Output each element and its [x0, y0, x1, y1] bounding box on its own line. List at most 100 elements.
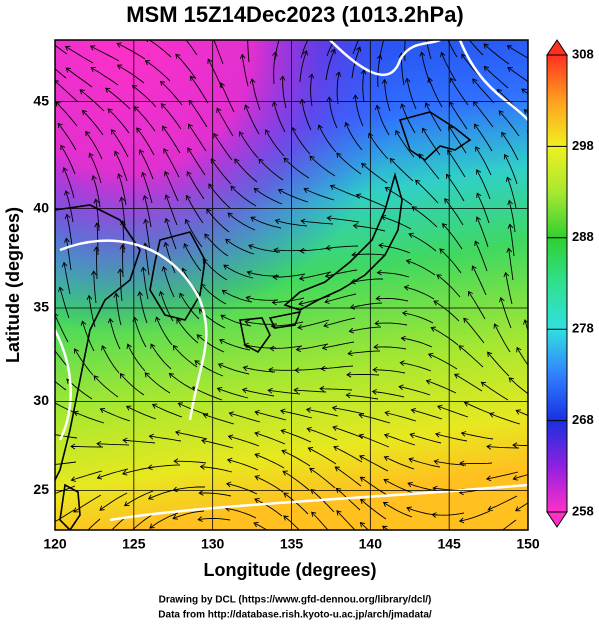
streamline [474, 240, 488, 272]
streamline [531, 152, 543, 182]
streamline [298, 271, 332, 282]
streamline [507, 66, 528, 83]
colorbar-tick-label: 298 [572, 138, 594, 153]
streamline [408, 457, 441, 468]
streamline [277, 188, 309, 203]
streamline [12, 376, 40, 393]
streamline [210, 158, 232, 185]
streamline [125, 405, 157, 420]
streamline [395, 129, 415, 158]
streamline [20, 55, 40, 80]
streamline [400, 335, 433, 348]
x-tick-label: 125 [122, 536, 146, 552]
streamline [22, 7, 42, 32]
streamline [529, 295, 537, 327]
streamline [254, 475, 284, 493]
streamline [371, 388, 405, 398]
streamline [512, 442, 528, 449]
streamline [65, 67, 93, 88]
streamline [133, 106, 156, 132]
streamline [18, 512, 48, 524]
streamline [154, 316, 173, 346]
streamline [122, 437, 156, 444]
streamline [537, 222, 542, 254]
streamline [326, 215, 360, 223]
x-tick-label: 135 [280, 536, 304, 552]
streamline [336, 152, 362, 175]
streamline [230, 185, 257, 207]
streamline [64, 213, 73, 247]
streamline [516, 346, 528, 366]
streamline [458, 345, 484, 368]
streamline [85, 130, 103, 160]
streamline [359, 476, 388, 496]
streamline [254, 498, 283, 517]
colorbar-tick-label: 268 [572, 412, 594, 427]
streamline [300, 218, 334, 225]
streamline [264, 129, 285, 157]
streamline [184, 218, 203, 248]
streamline [431, 512, 465, 518]
streamline [185, 40, 198, 56]
streamline [173, 535, 203, 546]
streamline [459, 460, 493, 467]
streamline [144, 372, 171, 394]
streamline [132, 316, 147, 348]
streamline [325, 48, 336, 81]
streamline [293, 387, 327, 394]
streamline [70, 470, 103, 482]
streamline [352, 40, 360, 55]
streamline [216, 107, 234, 137]
streamline [61, 261, 71, 295]
x-axis-label: Longitude (degrees) [203, 560, 376, 580]
streamline [433, 459, 467, 466]
streamline [503, 153, 518, 185]
streamline [150, 343, 172, 370]
streamline [295, 343, 329, 353]
streamline [534, 270, 539, 302]
streamline [141, 171, 153, 204]
streamline [468, 40, 484, 56]
streamline [161, 265, 175, 298]
streamline [523, 319, 528, 332]
streamline [66, 24, 94, 39]
streamline [359, 455, 389, 472]
streamline [119, 244, 126, 278]
colorbar-extend [546, 39, 568, 56]
streamline [272, 51, 278, 85]
colorbar-tick-label: 308 [572, 46, 594, 61]
streamline [468, 290, 486, 320]
streamline [124, 490, 154, 507]
streamline [458, 510, 491, 524]
streamline [503, 271, 513, 305]
streamline [34, 148, 49, 176]
streamline [204, 233, 229, 257]
streamline [228, 411, 261, 423]
streamline [333, 445, 363, 463]
streamline [332, 425, 364, 439]
streamline [164, 217, 177, 250]
streamline [187, 123, 207, 152]
streamline [93, 375, 119, 398]
streamline [137, 291, 148, 324]
streamline [410, 407, 443, 420]
streamline [348, 326, 382, 334]
streamline [21, 320, 42, 344]
streamline [160, 103, 182, 130]
streamline [321, 341, 355, 351]
streamline [384, 410, 417, 422]
streamline [409, 432, 442, 444]
streamline [216, 387, 249, 399]
y-tick-label: 30 [33, 392, 49, 408]
streamline [139, 149, 154, 180]
y-tick-label: 35 [33, 299, 49, 315]
streamline [173, 458, 207, 464]
streamline [329, 184, 361, 199]
streamline [282, 470, 310, 491]
plot-frame [54, 39, 529, 531]
streamline [88, 152, 102, 184]
streamline [279, 75, 287, 109]
streamline [508, 377, 528, 395]
streamline [476, 169, 491, 200]
streamline [501, 131, 519, 161]
